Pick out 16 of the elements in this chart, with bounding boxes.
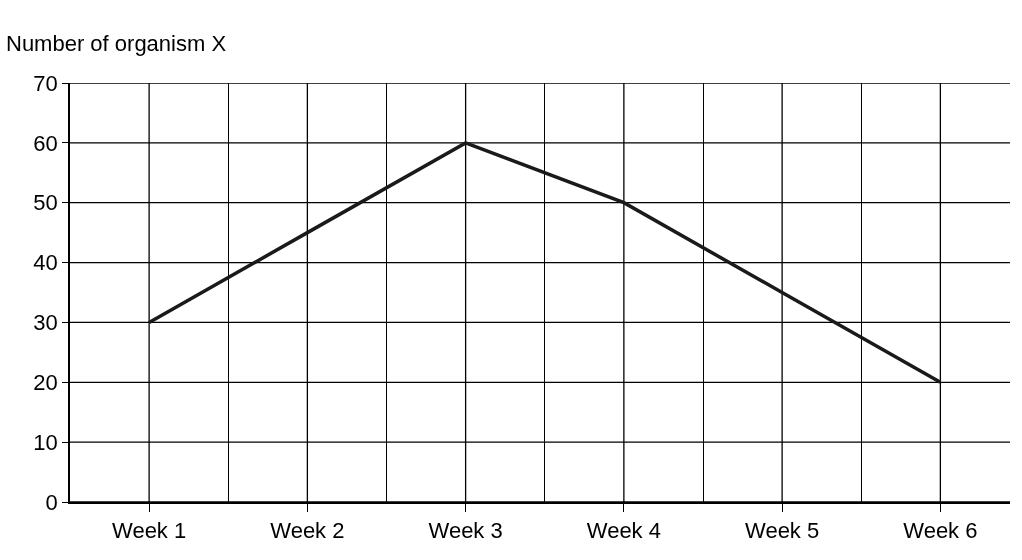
y-tick-label: 60 (33, 130, 58, 156)
y-tick-label: 40 (33, 250, 58, 276)
x-tick-label: Week 5 (745, 518, 820, 544)
y-tick-label: 70 (33, 70, 58, 96)
y-tick-label: 50 (33, 190, 58, 216)
y-tick-label: 10 (33, 429, 58, 455)
line-series (147, 141, 943, 385)
y-axis-title: Number of organism X (6, 31, 227, 56)
y-tick-label: 0 (45, 489, 58, 515)
x-tick-label: Week 6 (903, 518, 978, 544)
y-tick-label: 20 (33, 369, 58, 395)
x-tick-label: Week 4 (586, 518, 661, 544)
x-tick-label: Week 1 (112, 518, 187, 544)
x-tick-label: Week 3 (428, 518, 503, 544)
x-tick-label: Week 2 (270, 518, 345, 544)
y-tick-label: 30 (33, 310, 58, 336)
